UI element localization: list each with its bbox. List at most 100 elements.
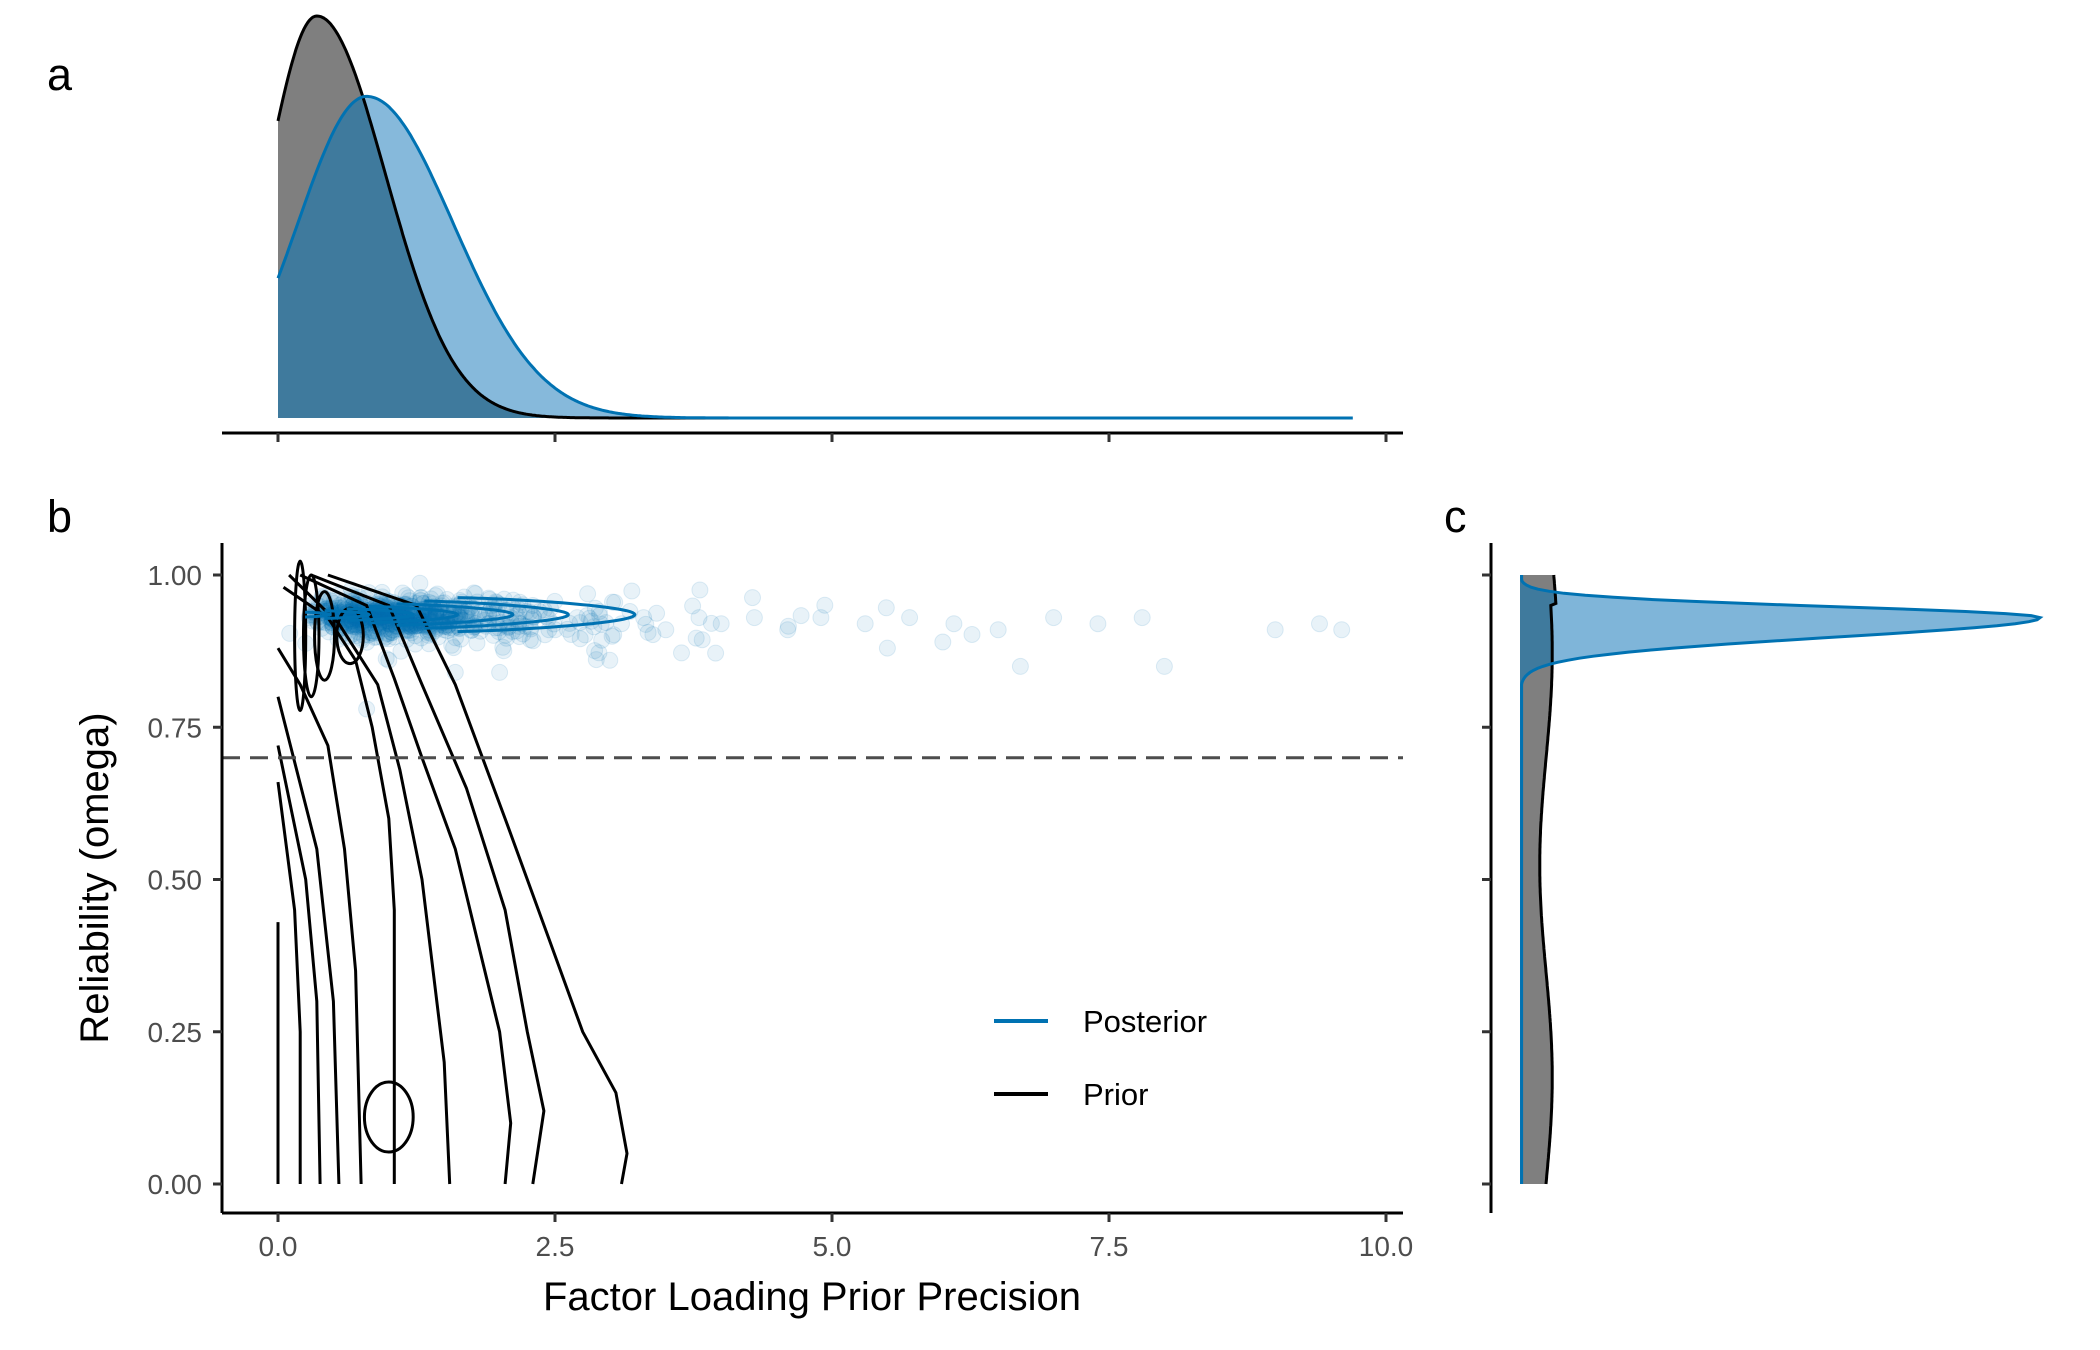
legend: Posterior Prior	[994, 1004, 1207, 1112]
y-tick-label: 0.00	[148, 1169, 203, 1200]
posterior-point	[1011, 657, 1029, 675]
posterior-point	[673, 644, 690, 662]
posterior-point	[380, 624, 398, 642]
posterior-point	[644, 626, 662, 644]
posterior-point	[816, 596, 834, 614]
posterior-point	[495, 642, 513, 660]
posterior-point	[779, 617, 797, 635]
prior-contour-line	[276, 781, 302, 1184]
x-tick-label: 0.0	[259, 1231, 298, 1262]
panel-label-c: c	[1444, 491, 1467, 542]
posterior-point	[693, 631, 711, 649]
x-tick-label: 2.5	[536, 1231, 575, 1262]
y-tick-label: 0.75	[148, 712, 203, 743]
y-tick-label: 0.50	[148, 865, 203, 896]
posterior-point	[593, 631, 611, 649]
posterior-point	[422, 590, 440, 608]
prior-contour-line	[276, 745, 322, 1185]
y-tick-label: 1.00	[148, 560, 203, 591]
posterior-point	[579, 585, 597, 603]
posterior-point	[687, 629, 705, 647]
posterior-point	[934, 633, 952, 651]
panel-label-a: a	[47, 49, 73, 100]
prior-contour-loop	[301, 573, 321, 699]
posterior-omega-density-line	[1520, 575, 2044, 1184]
panel-c-y-ticks	[1482, 573, 1491, 1186]
posterior-point	[945, 615, 963, 633]
posterior-point	[521, 631, 539, 649]
y-tick-label: 0.25	[148, 1017, 203, 1048]
prior-contour-line	[288, 573, 452, 1185]
posterior-point	[637, 615, 655, 633]
posterior-point	[1133, 609, 1151, 627]
panel-b-y-ticks: 0.00 0.25 0.50 0.75 1.00	[148, 560, 222, 1200]
posterior-point	[468, 634, 486, 652]
posterior-point	[435, 621, 453, 639]
posterior-point	[702, 614, 720, 632]
posterior-point	[712, 615, 730, 633]
posterior-point	[406, 635, 424, 653]
posterior-point	[878, 639, 896, 657]
posterior-point	[587, 651, 605, 669]
posterior-point	[745, 609, 763, 627]
posterior-point	[623, 582, 641, 600]
posterior-point	[690, 609, 708, 627]
posterior-omega-density-area	[1520, 575, 2040, 1184]
legend-posterior-label: Posterior	[1083, 1004, 1207, 1039]
prior-contour-loop	[293, 559, 308, 713]
posterior-point	[792, 607, 810, 625]
posterior-point	[684, 597, 702, 615]
posterior-point	[963, 626, 981, 643]
posterior-point	[447, 629, 464, 647]
posterior-point	[603, 627, 621, 645]
posterior-point	[578, 607, 596, 625]
posterior-point	[380, 630, 398, 648]
panel-c-density	[1482, 543, 2044, 1213]
posterior-point	[877, 599, 895, 617]
posterior-point	[648, 604, 666, 622]
posterior-contour-line	[368, 604, 460, 625]
prior-omega-density-line	[1538, 574, 1558, 1185]
posterior-point	[379, 625, 396, 643]
posterior-point	[605, 626, 623, 644]
posterior-point	[411, 574, 429, 592]
posterior-point	[657, 621, 675, 639]
posterior-point	[856, 615, 874, 633]
posterior-point	[901, 609, 919, 627]
posterior-point	[1266, 621, 1284, 639]
posterior-contour-line	[324, 609, 372, 620]
posterior-point	[691, 581, 709, 599]
y-axis-title: Reliability (omega)	[73, 712, 117, 1043]
posterior-points	[281, 574, 1351, 718]
posterior-point	[707, 644, 725, 662]
overlap-omega-density-area	[1520, 575, 1556, 1184]
legend-prior-label: Prior	[1083, 1077, 1148, 1112]
posterior-point	[443, 636, 461, 654]
posterior-point	[601, 651, 619, 669]
posterior-point	[586, 642, 604, 660]
posterior-density-line	[276, 94, 1353, 420]
posterior-point	[445, 639, 463, 657]
x-tick-label: 10.0	[1359, 1231, 1414, 1262]
posterior-point	[1155, 657, 1173, 675]
posterior-contours	[305, 596, 637, 634]
posterior-point	[491, 663, 509, 681]
x-axis-title: Factor Loading Prior Precision	[543, 1275, 1081, 1319]
prior-contour-loop	[362, 1080, 415, 1154]
posterior-point	[377, 620, 395, 638]
panel-label-b: b	[47, 491, 72, 542]
posterior-point	[989, 621, 1007, 639]
prior-contour-line	[276, 696, 341, 1185]
x-tick-label: 5.0	[813, 1231, 852, 1262]
posterior-point	[427, 587, 444, 605]
posterior-point	[438, 591, 456, 608]
posterior-point	[524, 632, 542, 650]
posterior-point	[576, 626, 594, 644]
posterior-point	[635, 609, 653, 627]
posterior-contour-line	[424, 599, 570, 630]
posterior-point	[1333, 621, 1351, 639]
posterior-contour-line	[346, 607, 415, 622]
posterior-point	[406, 627, 424, 645]
posterior-contour-line	[457, 596, 637, 634]
